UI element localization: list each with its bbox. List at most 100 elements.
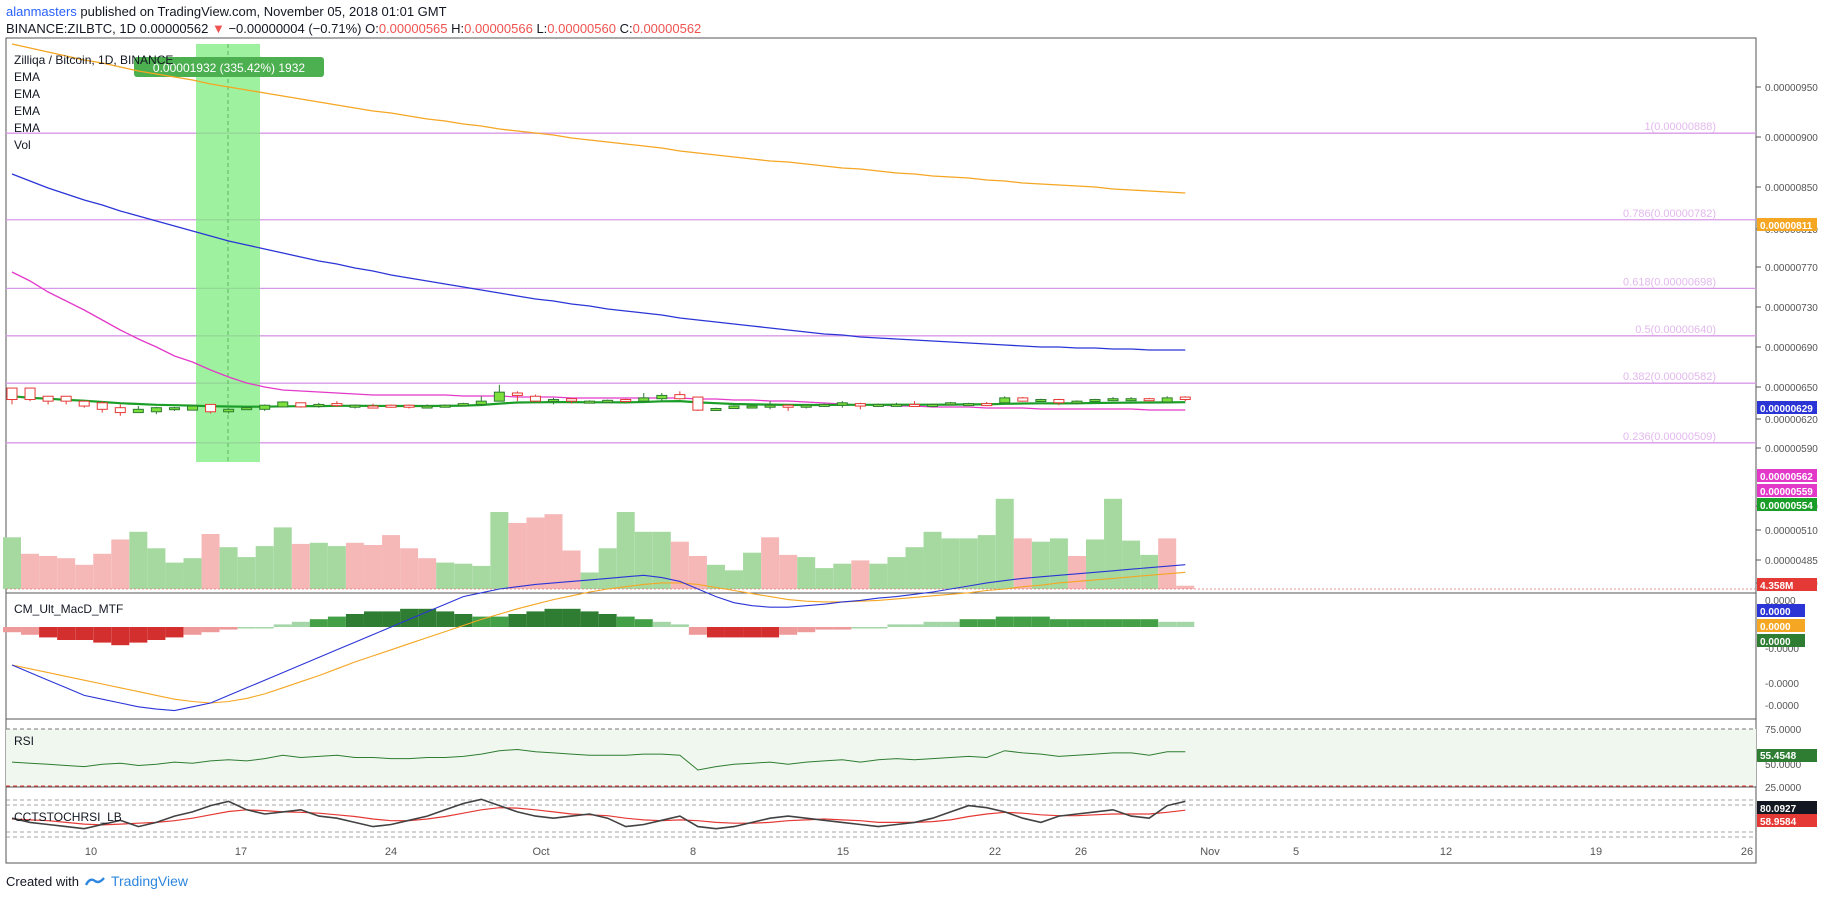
macd-hist-bar	[255, 627, 274, 629]
price-tick-label: 0.00000485	[1765, 556, 1818, 567]
volume-bar	[905, 547, 924, 589]
volume-bar	[472, 565, 491, 589]
macd-hist-bar	[869, 627, 888, 629]
candle-body	[548, 399, 559, 403]
last-price: 0.00000562	[139, 21, 209, 36]
volume-bar	[833, 563, 852, 589]
volume-bar	[75, 564, 94, 589]
legend-study-label: EMA	[14, 104, 40, 118]
stoch-badge-label: 58.9584	[1760, 817, 1797, 828]
volume-bar	[291, 543, 310, 589]
price-badge	[1757, 401, 1817, 414]
ema-line-magenta	[11, 271, 1186, 411]
volume-bar	[327, 546, 346, 589]
volume-bar	[490, 512, 509, 589]
macd-hist-bar	[1049, 619, 1068, 627]
volume-bar	[147, 548, 166, 589]
time-tick-label: 19	[1590, 846, 1602, 858]
chart-canvas[interactable]: 1(0.00000888) 0.786(0.00000782) 0.618(0.00…	[0, 0, 1828, 870]
candle-body	[981, 403, 993, 407]
volume-bar	[273, 527, 292, 589]
author-link[interactable]: alanmasters	[6, 4, 77, 19]
volume-bar	[111, 539, 130, 589]
tradingview-logo-icon	[84, 877, 105, 886]
volume-bar	[1122, 540, 1141, 589]
price-badge	[1757, 469, 1817, 482]
symbol-label: BINANCE:ZILBTC, 1D	[6, 21, 137, 36]
candle-body	[331, 403, 343, 407]
time-tick-label: 8	[690, 846, 696, 858]
close-label: C:	[619, 21, 633, 36]
volume-bar	[544, 514, 563, 589]
measure-zone	[196, 44, 260, 462]
macd-hist-bar	[797, 627, 816, 633]
stoch-pane[interactable]: CCTSTOCHRSI_LB 80.0927 58.9584	[6, 798, 1817, 838]
rsi-badge-label: 55.4548	[1760, 751, 1797, 762]
volume-bar	[995, 498, 1014, 589]
volume-bar	[309, 542, 328, 589]
macd-hist-bar	[833, 627, 852, 630]
volume-bar	[526, 517, 545, 589]
macd-hist-bar	[273, 624, 292, 627]
time-tick-label: 15	[837, 846, 849, 858]
candle-body	[890, 403, 902, 407]
candle-body	[782, 404, 794, 408]
macd-hist-bar	[345, 614, 364, 627]
volume-bar	[634, 531, 653, 589]
macd-hist-bar	[75, 627, 94, 640]
macd-hist-bar	[400, 608, 419, 627]
volume-bar	[129, 531, 148, 589]
ema-line-orange	[11, 43, 1186, 194]
fib-level-label: 0.5(0.00000640)	[1635, 324, 1716, 336]
time-tick-label: 10	[85, 846, 97, 858]
price-pane[interactable]: 1(0.00000888) 0.786(0.00000782) 0.618(0.00…	[3, 43, 1756, 788]
stoch-title: CCTSTOCHRSI_LB	[14, 810, 122, 824]
price-badge	[1757, 484, 1817, 497]
macd-hist-bar	[165, 627, 184, 638]
candle-body	[150, 407, 162, 413]
macd-pane[interactable]: CM_Ult_MacD_MTF0.0000-0.0000-0.0000-0.00…	[3, 564, 1805, 712]
macd-hist-bar	[201, 627, 220, 633]
macd-tick-label: -0.0000	[1765, 679, 1799, 690]
candle-body	[746, 405, 758, 409]
time-tick-label: 26	[1741, 846, 1753, 858]
volume-bar	[1086, 539, 1104, 589]
macd-hist-bar	[1104, 619, 1123, 627]
macd-badge-label: 0.0000	[1760, 622, 1791, 633]
macd-hist-bar	[291, 621, 310, 627]
stoch-d-line	[11, 807, 1186, 826]
macd-badge-label: 0.0000	[1760, 607, 1791, 618]
candle-body	[277, 401, 289, 408]
candle-body	[457, 403, 469, 407]
open-label: O:	[365, 21, 379, 36]
time-tick-label: 12	[1440, 846, 1452, 858]
candle-body	[566, 398, 578, 402]
created-with-label: Created with	[6, 873, 79, 889]
macd-hist-bar	[21, 627, 40, 635]
volume-bar	[508, 523, 527, 589]
candle-body	[421, 405, 433, 409]
macd-hist-bar	[1140, 619, 1159, 627]
volume-bar	[1031, 541, 1050, 589]
volume-bar	[887, 557, 906, 589]
macd-hist-bar	[436, 611, 455, 627]
candle-body	[385, 404, 397, 408]
candle-body	[1089, 399, 1101, 403]
volume-bar	[688, 556, 707, 589]
rsi-badge	[1757, 749, 1817, 762]
open-value: 0.00000565	[378, 21, 448, 36]
macd-hist-bar	[544, 608, 563, 627]
rsi-pane[interactable]: RSI 75.0000 50.0000 25.0000 55.4548	[6, 725, 1817, 794]
volume-bar	[1176, 585, 1195, 589]
candle-body	[927, 403, 939, 407]
price-tick-label: 0.00000730	[1765, 303, 1818, 314]
macd-hist-bar	[327, 616, 346, 627]
legend-title: Zilliqa / Bitcoin, 1D, BINANCE	[14, 53, 173, 67]
candle-body	[872, 403, 884, 407]
fib-level-label: 0.382(0.00000582)	[1623, 371, 1716, 383]
macd-hist-bar	[941, 621, 960, 627]
price-tick-label: 0.00000690	[1765, 343, 1818, 354]
volume-bar	[923, 531, 942, 589]
candle-body	[674, 394, 686, 400]
tradingview-link[interactable]: TradingView	[110, 873, 189, 889]
